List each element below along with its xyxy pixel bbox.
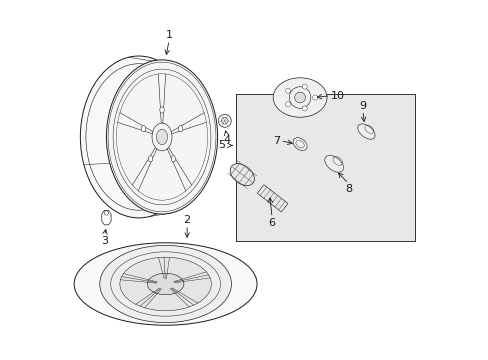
Text: 5: 5 [217,140,224,150]
Ellipse shape [292,138,306,150]
Ellipse shape [100,246,231,323]
Text: 1: 1 [165,30,172,40]
Bar [235,94,414,241]
Ellipse shape [285,102,290,107]
Text: 9: 9 [359,101,366,111]
Text: 7: 7 [273,136,280,145]
Text: 8: 8 [344,184,351,194]
Text: 4: 4 [223,135,230,145]
Ellipse shape [294,92,305,103]
Text: 10: 10 [330,91,344,101]
Ellipse shape [230,164,254,186]
Ellipse shape [80,56,197,218]
Ellipse shape [357,124,374,139]
Ellipse shape [120,257,211,311]
Text: 2: 2 [183,215,190,225]
Ellipse shape [312,95,317,100]
Ellipse shape [74,243,257,325]
Ellipse shape [285,88,290,93]
Ellipse shape [156,129,167,145]
Ellipse shape [148,156,152,162]
Text: 3: 3 [101,235,108,246]
Ellipse shape [302,106,306,111]
Ellipse shape [302,84,306,89]
Ellipse shape [106,60,217,214]
Ellipse shape [141,126,145,132]
Ellipse shape [171,156,175,162]
Ellipse shape [273,78,326,117]
Ellipse shape [160,107,164,113]
Text: 6: 6 [268,218,275,228]
Ellipse shape [178,126,183,132]
Ellipse shape [147,273,183,295]
Ellipse shape [324,156,343,172]
